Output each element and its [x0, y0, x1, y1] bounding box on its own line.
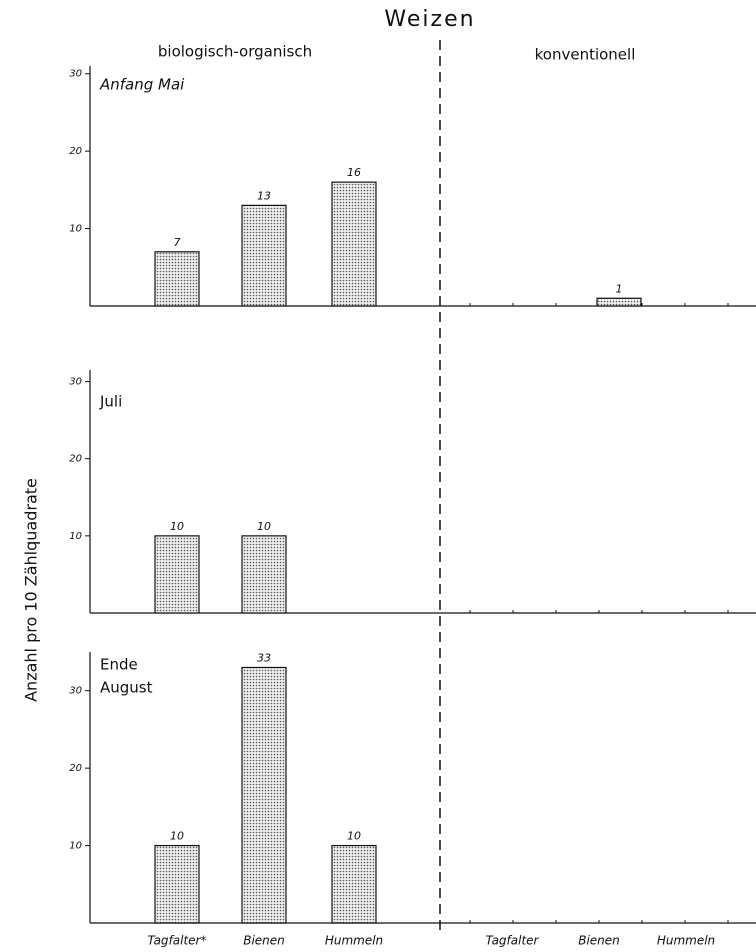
bar	[241, 666, 287, 924]
bar	[154, 251, 200, 307]
x-tick-label: Tagfalter*	[148, 934, 207, 948]
bar	[331, 181, 377, 307]
y-tick-label: 20	[69, 454, 82, 465]
y-tick-label: 10	[69, 841, 82, 852]
x-tick-label: Bienen	[578, 934, 620, 948]
column-heading: konventionell	[535, 46, 636, 64]
y-tick-label: 30	[69, 377, 82, 388]
value-label: 10	[347, 830, 361, 843]
bar	[154, 844, 200, 924]
bar	[241, 535, 287, 614]
x-tick-label: Hummeln	[325, 934, 383, 948]
x-tick-label: Hummeln	[657, 934, 715, 948]
value-label: 16	[347, 166, 361, 179]
value-label: 10	[170, 520, 184, 533]
x-tick-label: Bienen	[243, 934, 285, 948]
value-label: 13	[257, 189, 271, 202]
bar	[331, 844, 377, 924]
row-label: Juli	[99, 393, 122, 411]
bar	[241, 204, 287, 307]
chart-title: Weizen	[384, 7, 475, 32]
row-label: Ende	[100, 656, 138, 674]
y-tick-label: 30	[69, 686, 82, 697]
y-tick-label: 20	[69, 763, 82, 774]
row-label: August	[100, 679, 153, 697]
row-label: Anfang Mai	[99, 76, 185, 94]
bar	[596, 297, 642, 307]
value-label: 10	[257, 520, 271, 533]
bar	[154, 535, 200, 614]
value-label: 1	[616, 282, 623, 295]
y-tick-label: 10	[69, 224, 82, 235]
value-label: 10	[170, 830, 184, 843]
x-tick-label: Tagfalter	[486, 934, 540, 948]
y-axis-label: Anzahl pro 10 Zählquadrate	[22, 478, 41, 702]
value-label: 7	[174, 236, 181, 249]
y-tick-label: 10	[69, 531, 82, 542]
value-label: 33	[257, 651, 271, 664]
y-tick-label: 20	[69, 146, 82, 157]
column-heading: biologisch-organisch	[158, 43, 312, 61]
y-tick-label: 30	[69, 69, 82, 80]
